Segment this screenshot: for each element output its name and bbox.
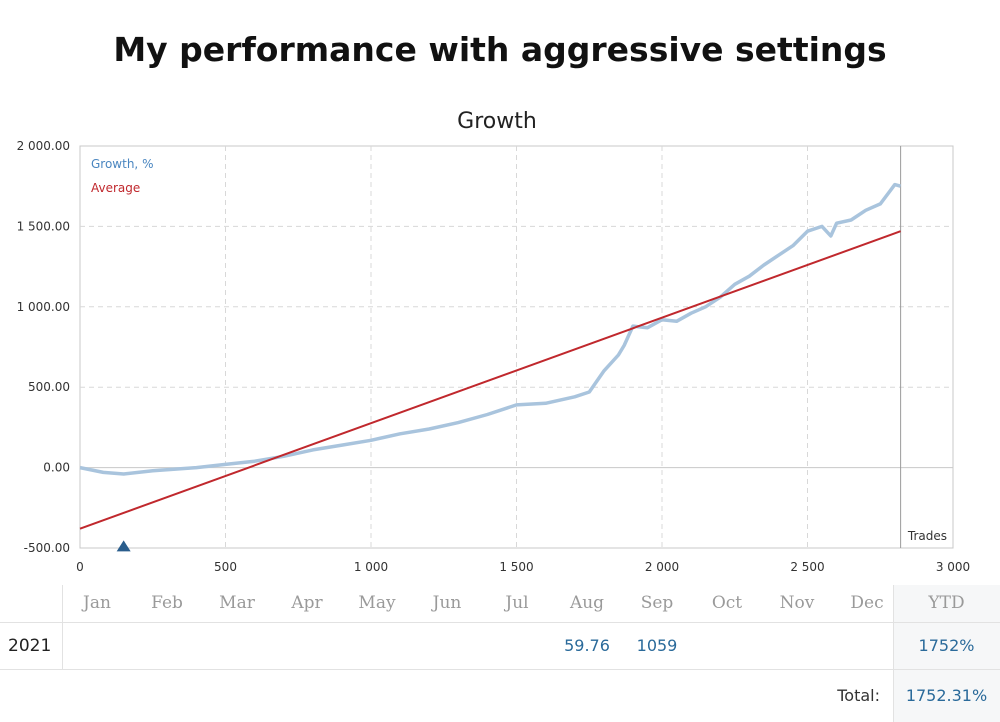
series-layer [79, 182, 902, 530]
y-tick-label: 0.00 [43, 461, 70, 475]
y-tick-label: 1 500.00 [17, 219, 70, 233]
table-divider-right [893, 585, 894, 722]
month-header-jan: Jan [83, 593, 111, 613]
month-value-sep[interactable]: 1059 [636, 636, 678, 655]
y-tick-label: 500.00 [28, 380, 70, 394]
growth-series-line [79, 182, 902, 476]
x-tick-label: 1 000 [354, 560, 388, 574]
x-tick-label: 3 000 [936, 560, 970, 574]
month-header-sep: Sep [640, 593, 674, 613]
table-divider-left [62, 585, 63, 669]
x-tick-label: 2 500 [790, 560, 824, 574]
trade-marker [116, 540, 131, 552]
month-header-jun: Jun [432, 593, 462, 613]
months-header-row: YTD Jan Feb Mar Apr May Jun Jul Aug Sep Oct Nov Dec [0, 585, 1000, 623]
trades-axis-label: Trades [907, 529, 947, 543]
total-label: Total: [837, 686, 880, 705]
month-header-mar: Mar [219, 593, 255, 613]
y-tick-label: -500.00 [24, 541, 70, 555]
y-tick-label: 1 000.00 [17, 300, 70, 314]
month-header-dec: Dec [850, 593, 884, 613]
year-row: 2021 1752% 59.76 1059 [0, 623, 1000, 670]
ytd-header: YTD [893, 585, 1000, 622]
grid-layer [80, 146, 953, 548]
monthly-performance-table: YTD Jan Feb Mar Apr May Jun Jul Aug Sep Oct Nov Dec… [0, 585, 1000, 722]
month-header-may: May [358, 593, 396, 613]
month-value-aug[interactable]: 59.76 [564, 636, 610, 655]
month-header-jul: Jul [505, 593, 529, 613]
month-header-aug: Aug [569, 593, 605, 613]
ytd-value: 1752% [893, 623, 1000, 669]
month-header-feb: Feb [151, 593, 183, 613]
legend-growth: Growth, % [91, 157, 153, 171]
x-tick-label: 2 000 [645, 560, 679, 574]
month-header-apr: Apr [291, 593, 323, 613]
x-tick-label: 500 [214, 560, 237, 574]
marker-layer [116, 540, 131, 552]
page-title: My performance with aggressive settings [113, 30, 887, 69]
month-header-nov: Nov [779, 593, 815, 613]
x-tick-label: 0 [76, 560, 84, 574]
legend-average: Average [91, 181, 140, 195]
growth-chart: -500.00 0.00 500.00 1 000.00 1 500.00 2 000.0… [17, 109, 971, 574]
chart-title: Growth [457, 109, 537, 134]
average-series-line [79, 230, 901, 530]
ticks-layer: -500.00 0.00 500.00 1 000.00 1 500.00 2 000.0… [17, 139, 971, 574]
year-label: 2021 [8, 636, 52, 656]
month-header-oct: Oct [711, 593, 743, 613]
x-tick-label: 1 500 [499, 560, 533, 574]
total-row: Total: 1752.31% [0, 670, 1000, 722]
total-value: 1752.31% [893, 670, 1000, 722]
y-tick-label: 2 000.00 [17, 139, 70, 153]
